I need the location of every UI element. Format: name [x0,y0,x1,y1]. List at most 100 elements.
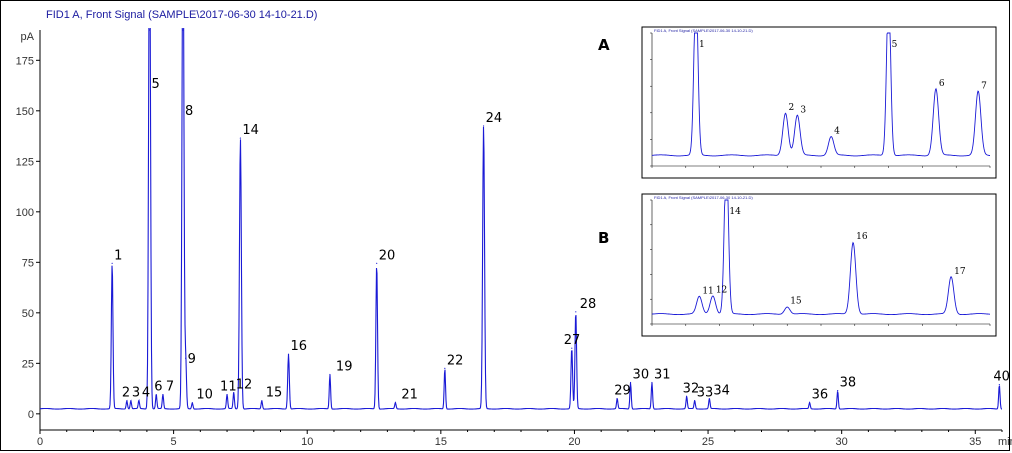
x-tick-label: 5 [171,436,177,448]
inset-b: B FID1 A, Front Signal (SAMPLE\2017-06-30… [598,193,997,337]
peak-apex-4 [138,400,140,402]
inset-peak-label-1: 1 [699,40,705,50]
peak-label-8: 8 [185,104,193,119]
peak-label-29: 29 [614,384,631,399]
y-tick-label: 0 [28,409,34,421]
x-axis-unit: min [998,436,1012,448]
peak-label-32: 32 [683,382,700,397]
inset-frame [641,26,997,179]
peak-apex-1 [111,262,113,264]
peak-apex-28 [575,311,577,313]
peak-label-2: 2 [122,386,130,401]
peak-apex-32 [686,396,688,398]
peak-label-20: 20 [379,248,396,263]
signal-title: FID1 A, Front Signal (SAMPLE\2017-06-30 … [46,9,318,21]
x-tick-label: 25 [702,436,714,448]
peak-apex-22 [444,367,446,369]
x-tick-label: 15 [435,436,447,448]
peak-apex-11 [226,394,228,396]
inset-peak-label-11: 11 [702,287,713,297]
inset-trace [651,199,990,316]
peak-apex-6 [155,394,157,396]
x-tick-label: 30 [836,436,848,448]
peak-label-28: 28 [580,297,597,312]
inset-letter: A [598,36,610,54]
inset-frame [641,193,997,337]
peak-label-10: 10 [196,388,213,403]
y-tick-label: 175 [16,55,34,67]
peak-label-6: 6 [154,380,162,395]
inset-trace [651,32,990,157]
peak-apex-27 [571,347,573,349]
inset-peak-label-15: 15 [790,297,802,307]
peak-apex-31 [651,381,653,384]
peak-label-33: 33 [697,386,714,401]
peak-apex-33 [694,400,696,402]
peak-label-27: 27 [564,333,581,348]
peak-apex-34 [708,398,710,400]
peak-label-22: 22 [447,353,464,368]
y-tick-label: 75 [22,257,34,269]
peak-apex-5 [148,29,151,31]
peak-label-4: 4 [142,386,150,401]
inset-letter: B [598,229,609,247]
peak-label-7: 7 [166,380,174,395]
y-tick-label: 125 [16,156,34,168]
peak-label-16: 16 [291,339,308,354]
peak-label-24: 24 [486,111,503,126]
inset-title: FID1 A, Front Signal (SAMPLE\2017-06-30 … [654,195,753,200]
peak-apex-16 [287,353,290,355]
peak-label-12: 12 [236,378,253,393]
peak-label-15: 15 [266,386,283,401]
peak-label-38: 38 [840,376,857,391]
peak-apex-20 [376,262,378,264]
peak-apex-7 [162,394,164,396]
peak-apex-38 [837,390,839,392]
y-axis-unit: pA [21,31,35,43]
peak-label-40: 40 [993,370,1010,385]
peak-label-34: 34 [713,384,730,399]
peak-apex-12 [233,392,235,394]
inset-peak-label-7: 7 [981,82,987,92]
inset-peak-label-2: 2 [789,103,795,113]
inset-title: FID1 A, Front Signal (SAMPLE\2017-06-30 … [654,28,753,33]
x-tick-label: 35 [969,436,981,448]
peak-apex-29 [616,398,618,400]
peak-apex-24 [482,125,485,127]
signal-trace [40,28,1002,410]
y-tick-label: 50 [22,308,34,320]
peak-apex-21 [394,402,397,404]
peak-apex-3 [130,400,132,402]
inset-peak-label-5: 5 [892,40,898,50]
peak-label-9: 9 [188,352,196,367]
peak-apex-15 [261,400,263,402]
peak-apex-19 [329,373,331,376]
inset-peak-label-17: 17 [954,267,966,277]
y-tick-label: 25 [22,358,34,370]
peak-label-36: 36 [812,388,829,403]
peak-label-5: 5 [152,77,160,92]
peak-apex-30 [629,381,632,384]
peak-apex-8 [182,29,184,31]
y-tick-label: 150 [16,106,34,118]
inset-peak-label-3: 3 [800,105,806,115]
inset-peak-label-4: 4 [834,127,840,137]
x-tick-label: 20 [568,436,580,448]
x-tick-label: 10 [301,436,313,448]
inset-peak-label-16: 16 [856,232,868,242]
peak-apex-36 [809,402,811,404]
peak-apex-9 [185,357,187,359]
peak-label-31: 31 [654,368,671,383]
inset-peak-label-14: 14 [729,207,741,217]
peak-label-11: 11 [220,380,237,395]
inset-peak-label-12: 12 [716,285,727,295]
x-tick-label: 0 [37,436,43,448]
peak-apex-10 [191,402,193,404]
peak-apex-14 [239,137,242,139]
inset-peak-label-6: 6 [939,79,945,89]
inset-a: A FID1 A, Front Signal (SAMPLE\2017-06-30… [598,26,997,179]
peak-label-21: 21 [401,388,418,403]
peak-label-14: 14 [242,123,259,138]
